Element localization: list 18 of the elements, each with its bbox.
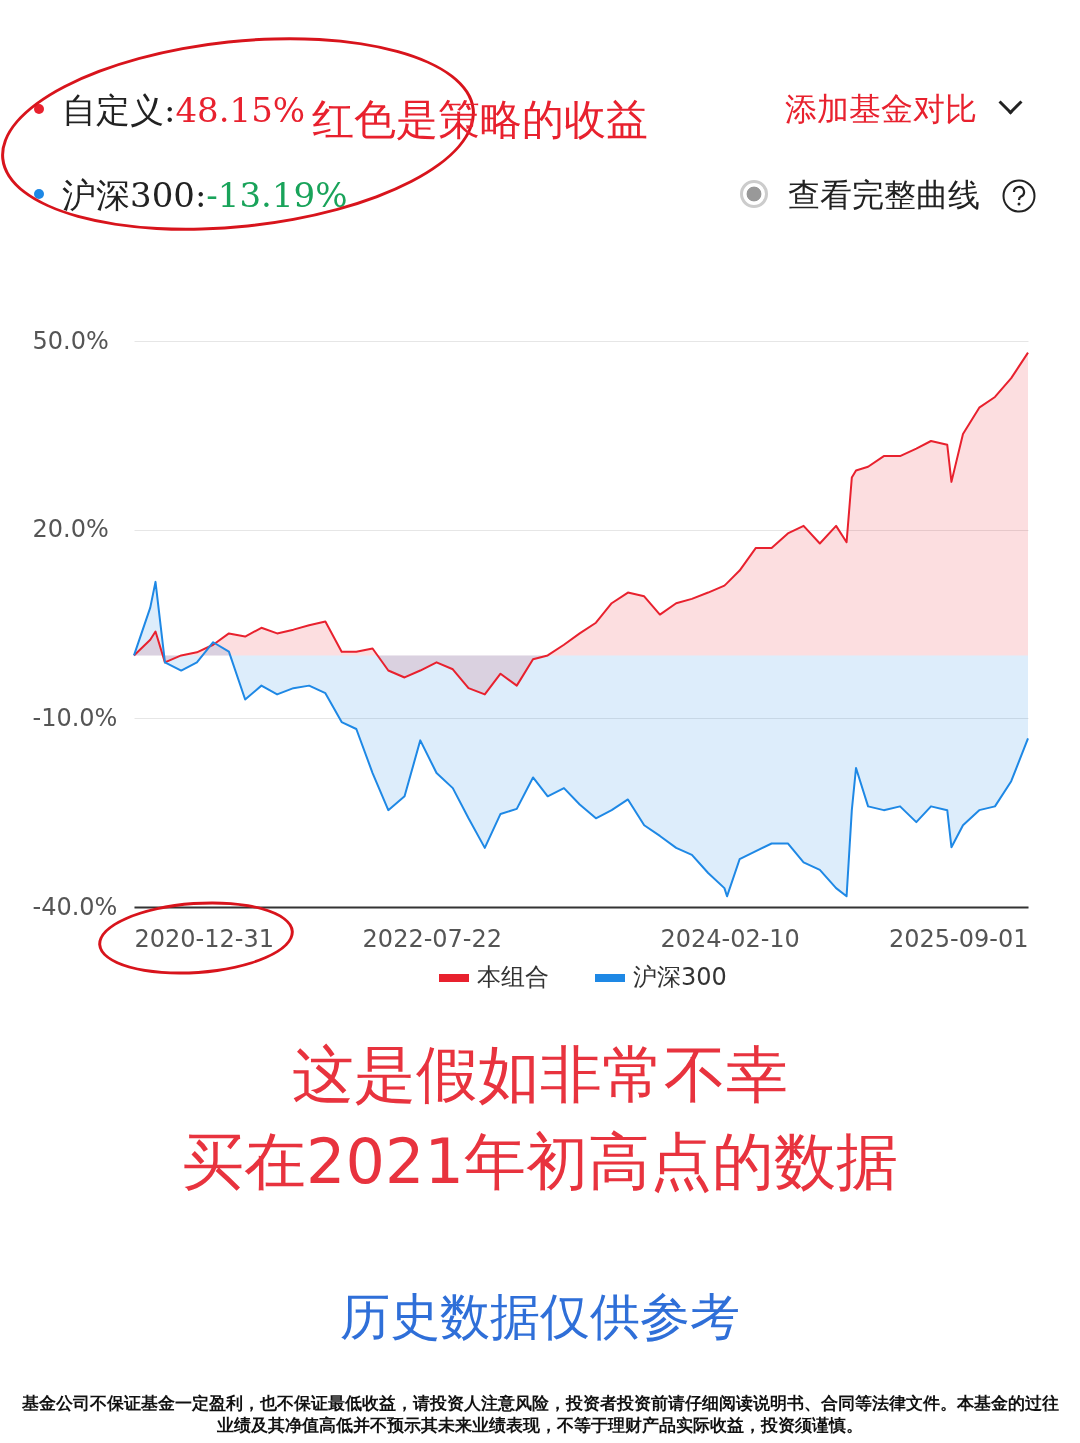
x-tick-label: 2020-12-31 [134,924,274,953]
y-tick-label: -40.0% [32,892,118,921]
text: 这是假如非常不幸 [291,1037,789,1113]
legend-label: 本组合 [477,963,549,991]
text: 沪深300:-13.19% [62,175,348,215]
text: 买在2021年初高点的数据 [181,1124,899,1200]
text: 历史数据仅供参考 [339,1287,741,1348]
x-tick-label: 2022-07-22 [362,924,503,953]
text: 添加基金对比 [785,89,977,130]
y-tick-label: 20.0% [32,515,109,544]
legend-label: 沪深300 [633,963,727,991]
text: 基金公司不保证基金一定盈利，也不保证最低收益，请投资人注意风险，投资者投资前请仔细阅读说明书、合同等法律文件。本基金的过往业绩及其净值高低并不预示其未来业绩表现，不等于理财产品实际收益，投资须谨慎。 [20,1392,1060,1436]
y-tick-label: -10.0% [32,703,118,732]
y-tick-label: 50.0% [32,326,109,355]
text: 查看完整曲线 [788,175,980,216]
text: 自定义:48.15% [62,90,306,130]
x-tick-label: 2024-02-10 [660,924,800,953]
x-tick-label: 2025-09-01 [889,924,1029,953]
